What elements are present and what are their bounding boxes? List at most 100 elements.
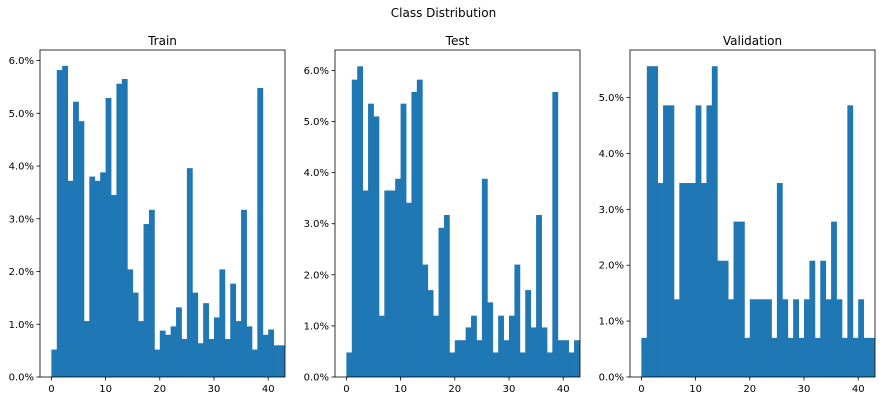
validation-bar-17 bbox=[733, 221, 740, 377]
validation-bar-37 bbox=[841, 337, 848, 377]
train-bar-11 bbox=[111, 195, 117, 377]
test-ytick-label: 5.0% bbox=[304, 117, 329, 128]
validation-bar-23 bbox=[766, 299, 772, 377]
test-bar-27 bbox=[492, 352, 499, 377]
train-bar-39 bbox=[262, 334, 269, 377]
train-bar-26 bbox=[192, 292, 199, 377]
train-bar-29 bbox=[208, 339, 215, 377]
validation-bar-1 bbox=[646, 66, 653, 378]
train-bar-15 bbox=[132, 292, 139, 377]
test-bar-5 bbox=[373, 116, 380, 378]
test-ytick-label: 0.0% bbox=[304, 373, 329, 384]
train-bar-40 bbox=[268, 329, 275, 377]
train-bar-2 bbox=[62, 65, 69, 377]
test-bar-30 bbox=[508, 315, 515, 377]
validation-panel: Validation 0.0% 1.0% 2.0% 3.0% 4.0% 5.0% 0 10 2… bbox=[599, 34, 876, 395]
validation-x-axis: 0 10 20 30 40 bbox=[638, 377, 865, 395]
train-ytick-label: 0.0% bbox=[9, 373, 34, 384]
train-bar-8 bbox=[94, 180, 101, 377]
test-bar-13 bbox=[416, 79, 423, 377]
train-bar-27 bbox=[197, 343, 204, 377]
train-bar-35 bbox=[241, 209, 247, 377]
test-ytick-label: 4.0% bbox=[304, 168, 329, 179]
train-bar-10 bbox=[105, 98, 112, 377]
test-bar-9 bbox=[395, 178, 401, 377]
test-xtick-label: 0 bbox=[343, 384, 349, 395]
validation-bar-3 bbox=[657, 183, 664, 377]
train-ytick-label: 4.0% bbox=[9, 162, 34, 173]
validation-bar-31 bbox=[809, 260, 816, 377]
train-bar-14 bbox=[127, 269, 134, 377]
train-bar-19 bbox=[154, 349, 161, 377]
validation-bar-16 bbox=[728, 299, 734, 377]
test-bar-34 bbox=[530, 327, 537, 377]
validation-bar-11 bbox=[701, 183, 707, 377]
validation-bar-6 bbox=[673, 299, 680, 377]
test-bar-31 bbox=[514, 264, 521, 377]
test-bar-36 bbox=[541, 327, 548, 377]
panel-title-test: Test bbox=[445, 34, 470, 48]
validation-bar-10 bbox=[695, 105, 702, 377]
train-ytick-label: 3.0% bbox=[9, 214, 34, 225]
test-xtick-label: 30 bbox=[503, 384, 516, 395]
validation-ytick-label: 5.0% bbox=[599, 93, 624, 104]
test-xtick-label: 40 bbox=[557, 384, 570, 395]
validation-xtick-label: 40 bbox=[852, 384, 865, 395]
train-bar-3 bbox=[67, 180, 74, 377]
train-bar-30 bbox=[213, 317, 220, 377]
train-bar-28 bbox=[203, 303, 209, 377]
validation-xtick-label: 30 bbox=[798, 384, 811, 395]
train-bar-23 bbox=[176, 307, 182, 377]
validation-bar-13 bbox=[711, 66, 718, 378]
validation-bar-36 bbox=[836, 299, 843, 377]
test-bar-23 bbox=[471, 315, 477, 377]
train-bar-17 bbox=[143, 224, 150, 377]
validation-bar-40 bbox=[858, 299, 865, 377]
test-bar-10 bbox=[400, 103, 407, 378]
test-bar-22 bbox=[465, 327, 472, 377]
test-bar-37 bbox=[546, 352, 553, 377]
train-bar-34 bbox=[235, 321, 242, 377]
validation-bar-25 bbox=[776, 183, 783, 377]
test-bar-40 bbox=[563, 340, 570, 377]
train-ytick-label: 2.0% bbox=[9, 267, 34, 278]
train-bar-24 bbox=[181, 339, 188, 377]
train-bar-6 bbox=[83, 321, 90, 377]
validation-bar-21 bbox=[755, 299, 762, 377]
validation-ytick-label: 1.0% bbox=[599, 317, 624, 328]
validation-axes-frame bbox=[629, 49, 876, 378]
validation-xtick-label: 20 bbox=[743, 384, 756, 395]
test-bar-32 bbox=[519, 352, 526, 377]
test-bar-39 bbox=[557, 340, 564, 377]
test-xtick-label: 10 bbox=[394, 384, 407, 395]
train-bar-7 bbox=[89, 176, 96, 377]
test-axes-frame bbox=[334, 49, 581, 378]
validation-bar-29 bbox=[798, 337, 805, 377]
validation-bar-28 bbox=[793, 299, 799, 377]
train-axes-frame bbox=[39, 49, 286, 378]
test-bar-2 bbox=[357, 66, 364, 377]
test-bar-42 bbox=[574, 340, 580, 377]
test-bar-14 bbox=[422, 264, 429, 377]
validation-bar-32 bbox=[814, 337, 821, 377]
validation-ytick-label: 3.0% bbox=[599, 205, 624, 216]
train-bar-31 bbox=[219, 269, 226, 377]
test-bar-4 bbox=[368, 103, 374, 378]
train-bar-21 bbox=[165, 334, 172, 377]
test-ytick-label: 3.0% bbox=[304, 219, 329, 230]
train-bar-22 bbox=[170, 326, 177, 377]
train-bar-5 bbox=[78, 121, 85, 377]
train-bar-38 bbox=[257, 87, 264, 377]
figure-suptitle: Class Distribution bbox=[391, 6, 496, 20]
validation-bar-39 bbox=[852, 337, 859, 377]
train-ytick-label: 5.0% bbox=[9, 109, 34, 120]
train-bar-33 bbox=[230, 283, 237, 377]
validation-ytick-label: 4.0% bbox=[599, 149, 624, 160]
validation-bar-9 bbox=[690, 183, 696, 377]
train-ytick-label: 1.0% bbox=[9, 320, 34, 331]
test-bar-12 bbox=[411, 91, 418, 378]
train-bar-1 bbox=[56, 70, 63, 377]
test-panel: Test 0.0% 1.0% 2.0% 3.0% 4.0% 5.0% 6.0% 0 10 20 3… bbox=[304, 34, 581, 395]
validation-bar-0 bbox=[641, 337, 648, 377]
